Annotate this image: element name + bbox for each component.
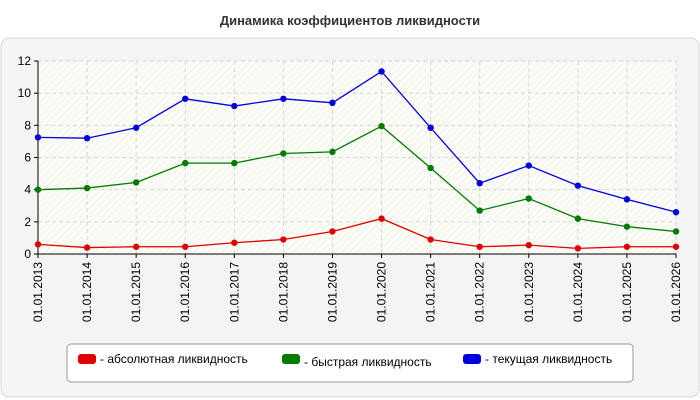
series-2-point	[672, 228, 680, 235]
x-tick-label: 01.01.2020	[375, 262, 389, 322]
series-2-point	[182, 159, 189, 167]
series-1-point	[231, 239, 238, 246]
series-1-point	[378, 215, 385, 222]
series-2-point	[378, 122, 385, 130]
series-2-point	[623, 223, 631, 230]
y-tick-label: 6	[24, 151, 31, 165]
x-tick-label: 01.01.2018	[276, 262, 290, 322]
legend: - абсолютная ликвидность - быстрая ликвид…	[66, 343, 634, 383]
x-tick-label: 01.01.2017	[227, 262, 241, 322]
series-3-point	[574, 182, 582, 189]
legend-label-2: - быстрая ликвидность	[304, 355, 432, 369]
series-3-point	[378, 68, 385, 75]
chart-title: Динамика коэффициентов ликвидности	[220, 13, 480, 28]
series-2-point	[132, 179, 140, 186]
legend-swatch-2	[282, 354, 300, 364]
series-line-3	[37, 70, 677, 213]
series-1-point	[476, 243, 483, 250]
series-line-2	[37, 125, 677, 233]
series-2-point	[427, 164, 434, 172]
x-tick-label: 01.01.2022	[473, 262, 487, 322]
series-3-point	[231, 102, 238, 110]
x-tick-label: 01.01.2026	[669, 262, 683, 322]
x-tick-label: 01.01.2016	[178, 262, 192, 322]
series-2-point	[525, 195, 532, 202]
y-tick-label: 10	[18, 86, 32, 100]
x-tick-label: 01.01.2015	[129, 262, 143, 322]
series-2-point	[231, 159, 238, 167]
x-tick-label: 01.01.2025	[620, 262, 634, 322]
series-3-point	[34, 134, 42, 141]
series-1-point	[132, 243, 140, 250]
series-2-point	[476, 207, 483, 214]
series-3-point	[329, 99, 336, 107]
legend-label-1: - абсолютная ликвидность	[100, 352, 248, 366]
series-2-point	[329, 148, 336, 156]
series-2-point	[83, 184, 91, 192]
series-3-point	[280, 95, 287, 102]
y-tick-label: 4	[24, 183, 31, 197]
legend-swatch-3	[463, 354, 481, 364]
series-3-point	[623, 196, 631, 203]
y-tick-label: 0	[24, 247, 31, 261]
series-3-point	[476, 180, 483, 187]
y-tick-label: 8	[24, 118, 31, 132]
series-1-point	[329, 228, 336, 235]
x-tick-label: 01.01.2024	[571, 262, 585, 322]
series-3-point	[427, 124, 434, 131]
y-tick-label: 12	[18, 54, 32, 68]
series-1-point	[280, 236, 287, 243]
series-1-point	[623, 243, 631, 250]
x-tick-label: 01.01.2021	[424, 262, 438, 322]
series-1-point	[525, 241, 532, 249]
series-1-point	[182, 243, 189, 250]
x-tick-label: 01.01.2013	[31, 262, 45, 322]
series-line-1	[37, 217, 676, 250]
legend-swatch-1	[78, 354, 96, 364]
series-3-point	[83, 135, 91, 142]
x-tick-label: 01.01.2014	[80, 262, 94, 322]
series-3-point	[132, 124, 140, 131]
series-2-point	[574, 215, 582, 222]
series-3-point	[672, 208, 680, 216]
series-2-point	[280, 150, 287, 157]
plot-area: 0 2 4 6 8 10 12 01.01.2013 01.01.2014 01.01.2015 0…	[18, 54, 683, 322]
x-tick-label: 01.01.2019	[325, 262, 339, 322]
series-2-point	[34, 186, 42, 193]
series-3-point	[525, 162, 532, 169]
legend-box	[66, 343, 634, 383]
series-1-point	[672, 243, 680, 250]
series-3-point	[182, 95, 189, 102]
x-tick-label: 01.01.2023	[522, 262, 536, 322]
series-1-point	[83, 244, 91, 251]
series-1-point	[574, 245, 582, 252]
series-1-point	[34, 241, 42, 248]
y-tick-label: 2	[24, 215, 31, 229]
series-1-point	[427, 236, 434, 243]
legend-label-3: - текущая ликвидность	[485, 352, 612, 366]
